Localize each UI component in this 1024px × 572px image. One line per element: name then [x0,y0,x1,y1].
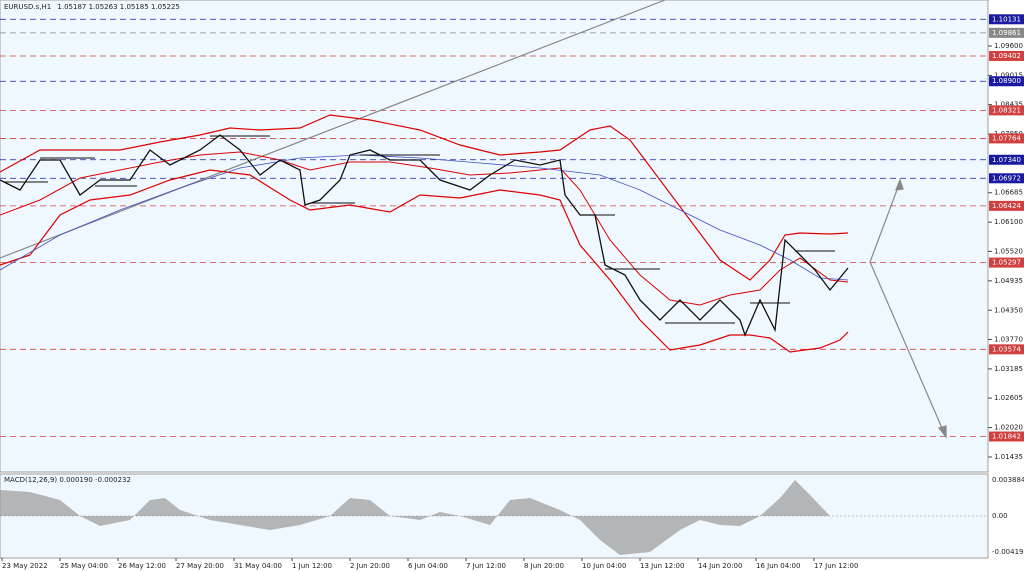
price-label: 1.09600 [994,42,1023,50]
level-label: 1.05297 [992,259,1021,267]
time-label: 14 Jun 20:00 [698,562,742,570]
forecast-arrows [869,178,947,439]
bollinger-lower [0,169,849,353]
level-tag [989,133,1024,144]
bollinger-upper [0,114,849,281]
time-label: 26 May 12:00 [118,562,166,570]
price-label: 1.05520 [994,247,1023,255]
price-label: 1.03185 [994,365,1023,373]
moving-average [0,154,849,281]
time-label: 23 May 2022 [2,562,48,570]
level-label: 1.07340 [992,156,1021,164]
level-label: 1.09861 [992,29,1021,37]
level-label: 1.08900 [992,77,1021,85]
level-tag [989,344,1024,355]
time-label: 16 Jun 04:00 [756,562,800,570]
level-tag [989,154,1024,165]
time-label: 8 Jun 20:00 [524,562,564,570]
level-label: 1.08321 [992,106,1021,114]
time-label: 17 Jun 12:00 [814,562,858,570]
trend-line [0,0,666,259]
price-label: 1.02605 [994,394,1023,402]
level-tag [989,50,1024,61]
price-label: 1.02020 [994,424,1023,432]
level-label: 1.03574 [992,345,1021,353]
macd-label: MACD(12,26,9) 0.000190 -0.000232 [4,476,131,484]
macd-axis-label: 0.00 [992,512,1008,520]
time-label: 6 Jun 04:00 [408,562,448,570]
time-label: 7 Jun 12:00 [466,562,506,570]
macd-axis-label: 0.003884 [992,476,1024,484]
macd-axis-label: -0.004191 [992,548,1024,556]
price-label: 1.01435 [994,453,1023,461]
level-tag [989,105,1024,116]
time-label: 27 May 20:00 [176,562,224,570]
level-tag [989,14,1024,25]
price-label: 1.08435 [994,101,1023,109]
pivot-segments [5,135,835,324]
time-label: 31 May 04:00 [234,562,282,570]
level-tag [989,76,1024,87]
time-label: 2 Jun 20:00 [350,562,390,570]
level-label: 1.07764 [992,134,1021,142]
level-tag [989,431,1024,442]
level-tag [989,173,1024,184]
level-label: 1.06424 [992,202,1021,210]
level-label: 1.10131 [992,15,1021,23]
time-label: 1 Jun 12:00 [292,562,332,570]
price-label: 1.04935 [994,277,1023,285]
time-label: 10 Jun 04:00 [582,562,626,570]
level-tag [989,27,1024,38]
price-label: 1.06100 [994,218,1023,226]
price-panel [0,0,989,473]
header: EURUSD.s,H1 1.05187 1.05263 1.05185 1.05… [4,3,180,11]
price-label: 1.03770 [994,335,1023,343]
level-label: 1.06972 [992,174,1021,182]
macd-histogram [0,480,848,555]
time-label: 25 May 04:00 [60,562,108,570]
bollinger-middle [0,151,849,306]
time-label: 13 Jun 12:00 [640,562,684,570]
price-label: 1.04350 [994,306,1023,314]
price-candles [0,134,849,337]
price-label: 1.06685 [994,189,1023,197]
levels [0,18,988,437]
price-label: 1.09015 [994,71,1023,79]
level-label: 1.01842 [992,433,1021,441]
level-tag [989,200,1024,211]
level-label: 1.09402 [992,52,1021,60]
level-tag [989,257,1024,268]
